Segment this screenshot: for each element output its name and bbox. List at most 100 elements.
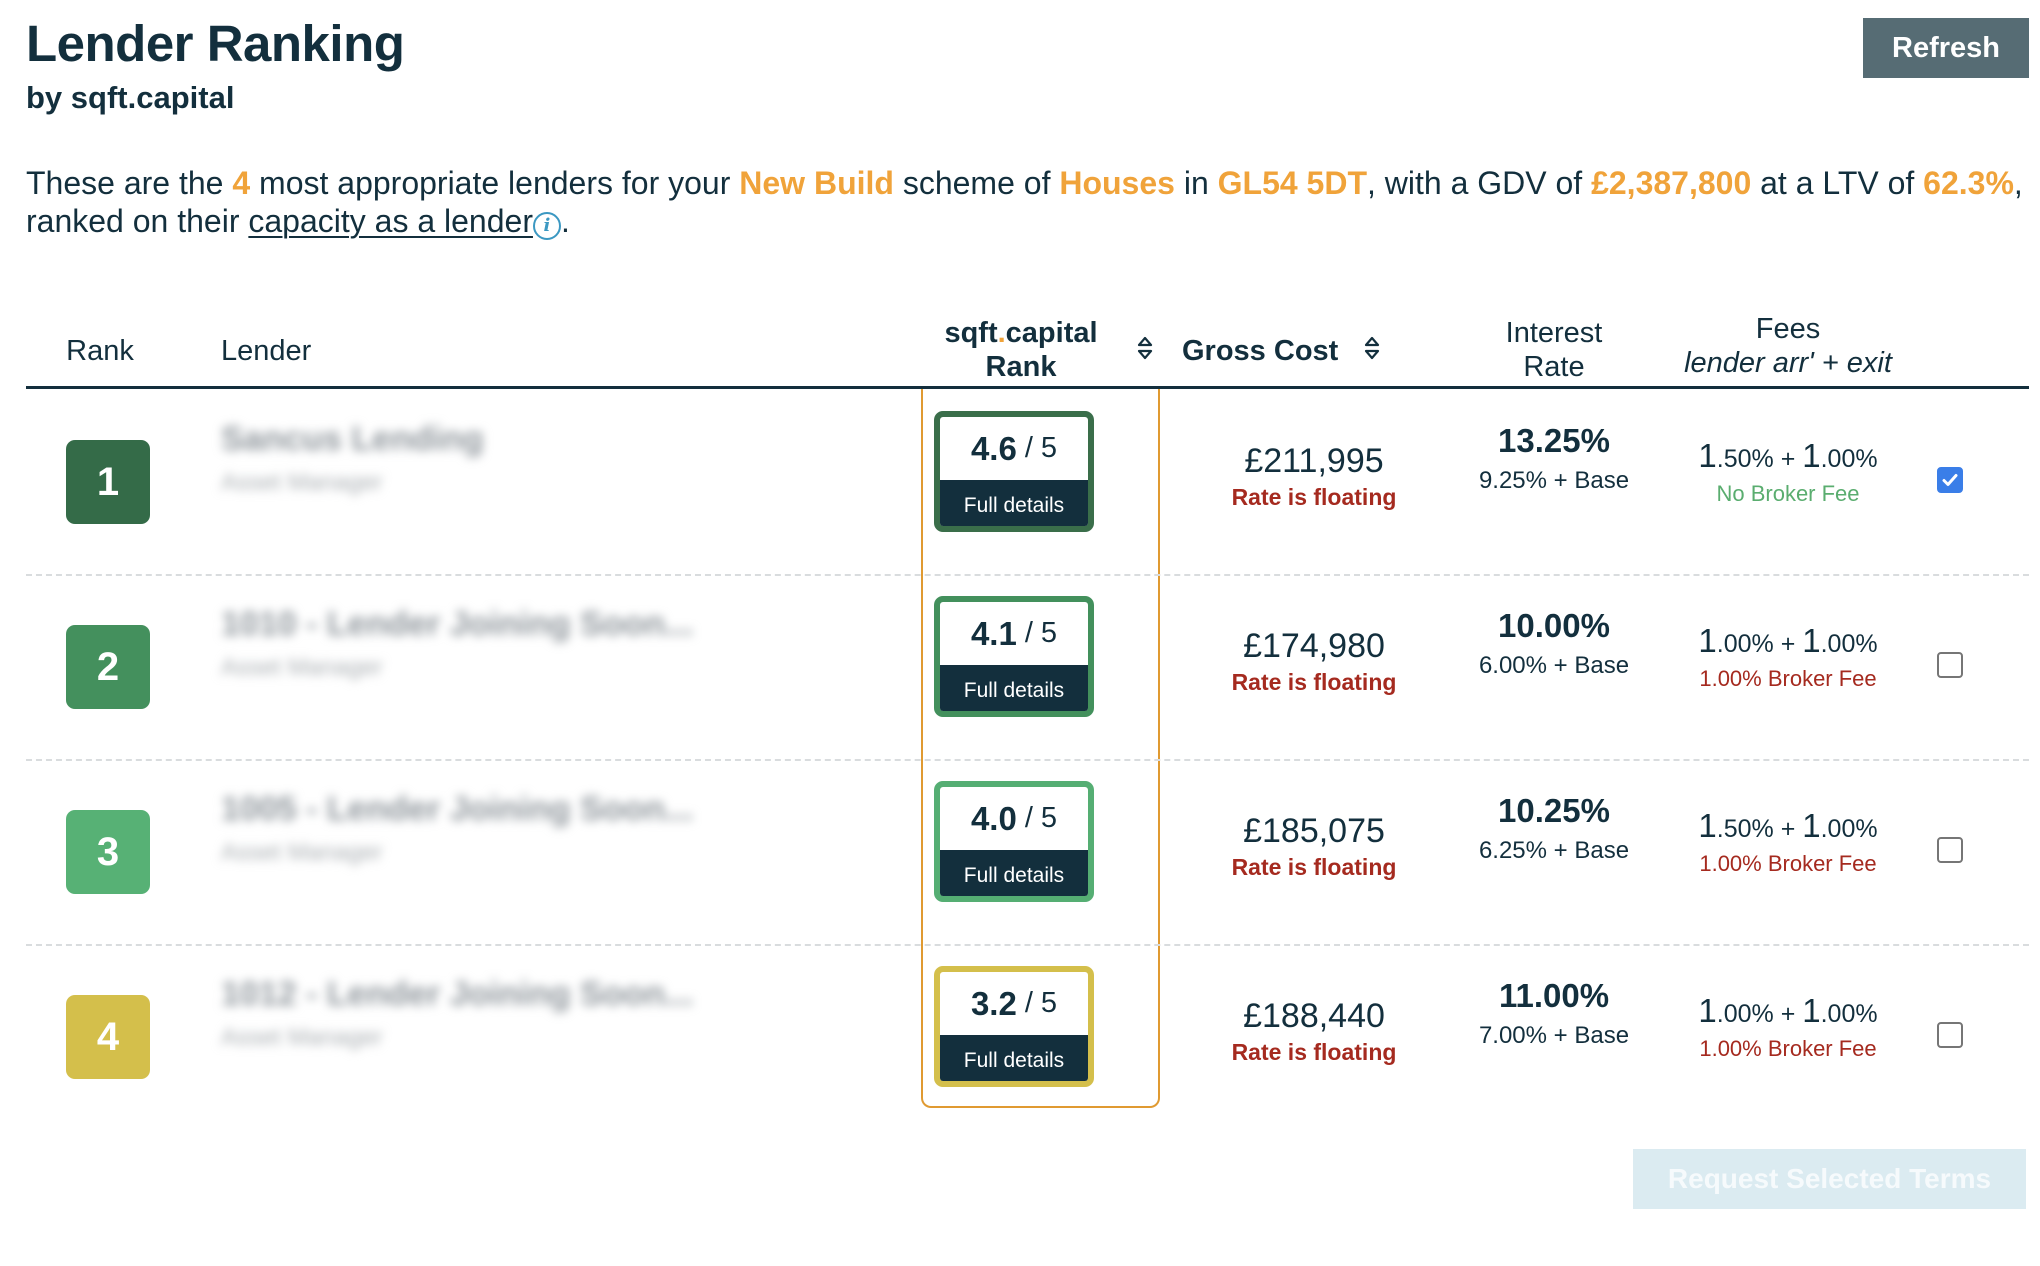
fees-value: 1.50% + 1.00% xyxy=(1698,437,1878,474)
broker-fee: 1.00% Broker Fee xyxy=(1699,666,1877,691)
score-display: 3.2/ 5 xyxy=(940,972,1088,1035)
row-divider xyxy=(26,944,2029,946)
header-interest-a: Interest xyxy=(1505,317,1603,349)
score-value: 4.6 xyxy=(970,429,1017,467)
interest-rate-detail: 9.25% + Base xyxy=(1478,467,1630,494)
arrangement-fee-int: 1 xyxy=(1698,992,1717,1029)
row-divider xyxy=(26,759,2029,761)
rank-number: 3 xyxy=(96,829,120,874)
interest-rate-detail: 6.25% + Base xyxy=(1478,837,1630,864)
select-lender-checkbox[interactable] xyxy=(1937,1022,1963,1048)
broker-fee: 1.00% Broker Fee xyxy=(1699,851,1877,876)
gross-cost-value: £174,980 xyxy=(1243,627,1385,665)
scheme-type: New Build xyxy=(739,165,894,201)
property-type: Houses xyxy=(1059,165,1175,201)
select-lender-checkbox[interactable] xyxy=(1937,652,1963,678)
arrangement-fee-dec: .50% xyxy=(1716,445,1774,473)
interest-rate-value: 10.00% xyxy=(1498,607,1610,644)
intro-text: at a LTV of xyxy=(1751,165,1924,201)
score-card[interactable]: 3.2/ 5 Full details xyxy=(934,966,1094,1087)
score-display: 4.0/ 5 xyxy=(940,787,1088,850)
fees-cell: 1.50% + 1.00% No Broker Fee xyxy=(1638,436,1938,509)
table-row: 4 1012 - Lender Joining Soon... Asset Ma… xyxy=(26,945,2029,1130)
broker-fee: No Broker Fee xyxy=(1716,481,1860,506)
rank-badge: 3 xyxy=(66,810,150,894)
score-display: 4.6/ 5 xyxy=(940,417,1088,480)
intro-text: , ranked on their xyxy=(26,165,2023,239)
score-suffix: / 5 xyxy=(1024,432,1058,464)
fees-value: 1.50% + 1.00% xyxy=(1698,807,1878,844)
interest-rate-detail: 7.00% + Base xyxy=(1478,1022,1630,1049)
score-display: 4.1/ 5 xyxy=(940,602,1088,665)
exit-fee-int: 1 xyxy=(1802,437,1821,474)
header-gross-cost[interactable]: Gross Cost xyxy=(1182,335,1339,367)
request-selected-terms-button[interactable]: Request Selected Terms xyxy=(1633,1149,2026,1209)
header-interest-b: Rate xyxy=(1523,351,1585,383)
rate-floating-note: Rate is floating xyxy=(1231,484,1397,510)
table-header: Rank Lender sqft.capital Rank Gross Cost… xyxy=(26,312,2029,387)
score-card[interactable]: 4.1/ 5 Full details xyxy=(934,596,1094,717)
sort-icon[interactable] xyxy=(1136,334,1154,362)
intro-text: scheme of xyxy=(893,165,1060,201)
header-divider xyxy=(26,386,2029,389)
interest-rate-cell: 10.25% 6.25% + Base xyxy=(1429,790,1679,868)
rank-number: 4 xyxy=(96,1014,120,1059)
lender-info: 1010 - Lender Joining Soon... Asset Mana… xyxy=(221,603,693,685)
postcode: GL54 5DT xyxy=(1217,165,1367,201)
exit-fee-dec: .00% xyxy=(1820,445,1878,473)
full-details-button[interactable]: Full details xyxy=(940,850,1088,896)
rate-floating-note: Rate is floating xyxy=(1231,669,1397,695)
table-row: 2 1010 - Lender Joining Soon... Asset Ma… xyxy=(26,575,2029,760)
lender-name: 1010 - Lender Joining Soon... xyxy=(221,605,694,643)
select-lender-checkbox[interactable] xyxy=(1937,467,1963,493)
full-details-button[interactable]: Full details xyxy=(940,1035,1088,1081)
row-divider xyxy=(26,574,2029,576)
gross-cost-cell: £185,075 Rate is floating xyxy=(1169,810,1459,882)
sort-icon[interactable] xyxy=(1363,334,1381,362)
exit-fee-dec: .00% xyxy=(1820,815,1878,843)
score-card[interactable]: 4.6/ 5 Full details xyxy=(934,411,1094,532)
intro-text: , with a GDV of xyxy=(1367,165,1592,201)
header-fees: Fees lender arr' + exit xyxy=(1638,312,1938,380)
page-title: Lender Ranking xyxy=(26,15,405,72)
lender-type: Asset Manager xyxy=(221,469,383,496)
sqft-rank-column-highlight xyxy=(921,389,1160,1108)
header-interest-rate: Interest Rate xyxy=(1454,316,1654,384)
fees-cell: 1.00% + 1.00% 1.00% Broker Fee xyxy=(1638,621,1938,694)
arrangement-fee-dec: .00% xyxy=(1716,1000,1774,1028)
intro-text: in xyxy=(1174,165,1218,201)
exit-fee-dec: .00% xyxy=(1820,1000,1878,1028)
full-details-button[interactable]: Full details xyxy=(940,665,1088,711)
arrangement-fee-int: 1 xyxy=(1698,437,1717,474)
refresh-button[interactable]: Refresh xyxy=(1863,18,2029,78)
header-sqft-rank[interactable]: sqft.capital Rank xyxy=(926,316,1116,384)
arrangement-fee-dec: .00% xyxy=(1716,630,1774,658)
header-rank: Rank xyxy=(66,335,134,367)
score-value: 4.1 xyxy=(970,614,1017,652)
header-fees-b: lender arr' + exit xyxy=(1684,347,1892,379)
gross-cost-value: £185,075 xyxy=(1243,812,1385,850)
score-suffix: / 5 xyxy=(1024,802,1058,834)
table-row: 3 1005 - Lender Joining Soon... Asset Ma… xyxy=(26,760,2029,945)
lender-info: 1012 - Lender Joining Soon... Asset Mana… xyxy=(221,973,693,1055)
gross-cost-value: £188,440 xyxy=(1243,997,1385,1035)
interest-rate-cell: 11.00% 7.00% + Base xyxy=(1429,975,1679,1053)
rank-number: 2 xyxy=(96,644,120,689)
full-details-button[interactable]: Full details xyxy=(940,480,1088,526)
select-lender-checkbox[interactable] xyxy=(1937,837,1963,863)
rank-badge: 2 xyxy=(66,625,150,709)
interest-rate-cell: 10.00% 6.00% + Base xyxy=(1429,605,1679,683)
capacity-link[interactable]: capacity as a lender xyxy=(248,203,533,239)
lender-type: Asset Manager xyxy=(221,839,383,866)
score-value: 4.0 xyxy=(970,799,1017,837)
lender-name: 1012 - Lender Joining Soon... xyxy=(221,975,694,1013)
header-sqft-rank-c: Rank xyxy=(985,351,1057,383)
intro-text: most appropriate lenders for your xyxy=(250,165,740,201)
broker-fee: 1.00% Broker Fee xyxy=(1699,1036,1877,1061)
gdv-value: £2,387,800 xyxy=(1591,165,1752,201)
score-card[interactable]: 4.0/ 5 Full details xyxy=(934,781,1094,902)
info-icon[interactable]: i xyxy=(532,212,561,240)
header-lender: Lender xyxy=(221,335,312,367)
gross-cost-cell: £174,980 Rate is floating xyxy=(1169,625,1459,697)
intro-text: These are the xyxy=(26,165,233,201)
